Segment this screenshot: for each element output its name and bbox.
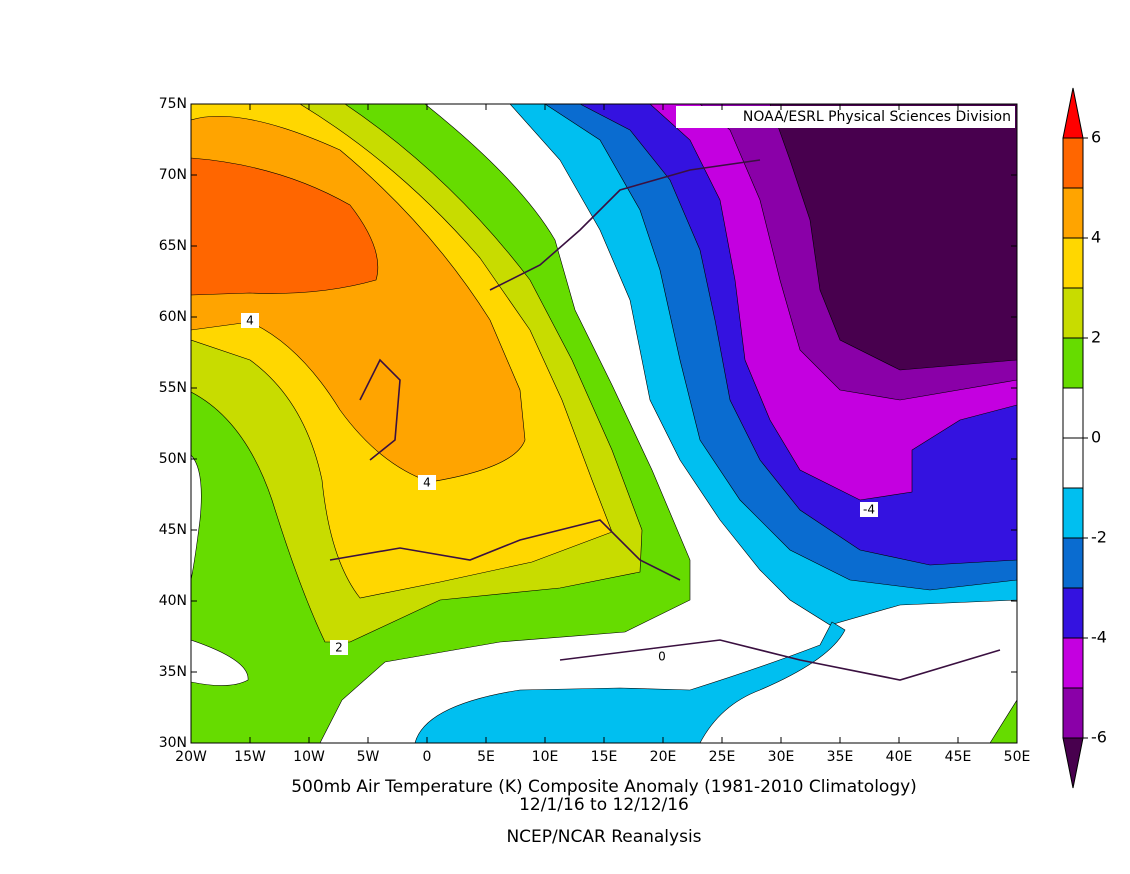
coastline	[329, 159, 1001, 681]
y-tick-label: 45N	[159, 522, 187, 538]
colorbar-box	[1062, 337, 1084, 389]
credit-box	[676, 106, 1015, 128]
title: 500mb Air Temperature (K) Composite Anom…	[291, 777, 917, 797]
field-green-se	[989, 699, 1017, 743]
x-tick-label: 15E	[591, 749, 618, 765]
colorbar-box	[1062, 187, 1084, 239]
x-tick-label: 5E	[477, 749, 495, 765]
anomaly-field	[191, 104, 1017, 743]
y-tick-label: 65N	[159, 238, 187, 254]
y-tick-label: 55N	[159, 380, 187, 396]
colorbar-box	[1062, 587, 1084, 639]
colorbar-box	[1062, 537, 1084, 589]
x-tick-label: 45E	[945, 749, 972, 765]
colorbar-tick-label: 4	[1091, 228, 1101, 247]
contour-label-box	[241, 313, 259, 328]
colorbar-box	[1062, 137, 1084, 189]
x-tick-label: 10E	[532, 749, 559, 765]
x-tick-label: 10W	[293, 749, 325, 765]
y-tick-label: 75N	[159, 96, 187, 112]
x-tick-label: 40E	[886, 749, 913, 765]
colorbar-box	[1062, 487, 1084, 539]
colorbar-tick-label: -2	[1091, 528, 1107, 547]
source: NCEP/NCAR Reanalysis	[506, 827, 701, 847]
colorbar-high	[1062, 87, 1084, 139]
colorbar-box	[1062, 437, 1084, 489]
field-dark-orange	[191, 157, 379, 296]
y-tick-label: 60N	[159, 309, 187, 325]
field-white-sw	[191, 639, 249, 686]
contour-label: 4	[423, 476, 431, 490]
field-white-w	[191, 454, 202, 581]
credit: NOAA/ESRL Physical Sciences Division	[743, 109, 1011, 125]
colorbar-low	[1062, 737, 1084, 789]
field-dark-purple	[769, 104, 1017, 371]
colorbar-box	[1062, 237, 1084, 289]
x-tick-label: 20E	[650, 749, 677, 765]
colorbar-tick-label: -4	[1091, 628, 1107, 647]
x-tick-label: 5W	[357, 749, 380, 765]
colorbar-tick-label: 6	[1091, 128, 1101, 147]
field-cyan-south	[414, 621, 846, 743]
x-tick-label: 20W	[175, 749, 207, 765]
contour-label: -4	[863, 503, 875, 517]
colorbar-box	[1062, 687, 1084, 739]
y-tick-label: 35N	[159, 664, 187, 680]
x-tick-label: 30E	[768, 749, 795, 765]
contour-label: 4	[246, 314, 254, 328]
x-tick-label: 15W	[234, 749, 266, 765]
colorbar-tick-label: -6	[1091, 728, 1107, 747]
colorbar-tick-label: 0	[1091, 428, 1101, 447]
y-tick-label: 30N	[159, 735, 187, 751]
x-tick-label: 0	[423, 749, 432, 765]
contour-label-box	[653, 649, 671, 664]
y-tick-label: 40N	[159, 593, 187, 609]
colorbar-box	[1062, 637, 1084, 689]
contour-label: 0	[658, 650, 666, 664]
x-tick-label: 50E	[1004, 749, 1031, 765]
colorbar-tick-label: 2	[1091, 328, 1101, 347]
x-tick-label: 25E	[709, 749, 736, 765]
date-range: 12/1/16 to 12/12/16	[519, 795, 689, 815]
colorbar-box	[1062, 287, 1084, 339]
contour-label-box	[860, 502, 878, 517]
contour-label-box	[418, 475, 436, 490]
x-tick-label: 35E	[827, 749, 854, 765]
colorbar-box	[1062, 387, 1084, 439]
contour-label: 2	[335, 641, 343, 655]
contour-label-box	[330, 640, 348, 655]
y-tick-label: 50N	[159, 451, 187, 467]
y-tick-label: 70N	[159, 167, 187, 183]
